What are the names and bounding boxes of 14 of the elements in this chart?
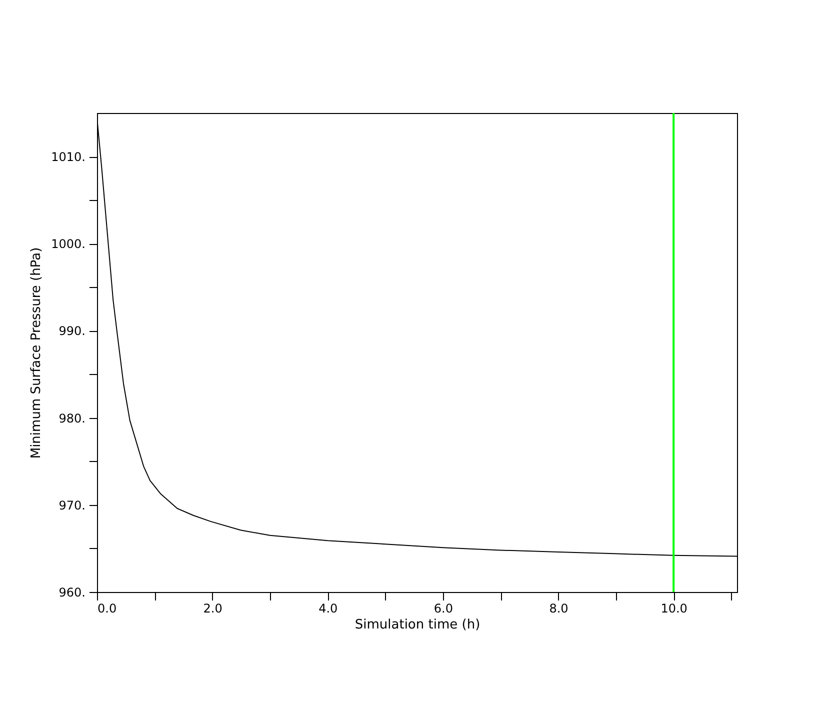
y-tick-label: 980. bbox=[58, 411, 86, 426]
x-tick-label: 2.0 bbox=[203, 602, 222, 616]
y-tick-label: 960. bbox=[58, 586, 86, 600]
x-tick-label: 4.0 bbox=[318, 602, 338, 616]
y-tick-label: 1000. bbox=[51, 237, 86, 252]
x-tick-label: 8.0 bbox=[549, 602, 568, 616]
y-tick-label: 990. bbox=[58, 324, 86, 338]
x-tick-label: 0.0 bbox=[98, 602, 117, 616]
y-axis-title: Minimum Surface Pressure (hPa) bbox=[29, 247, 44, 459]
x-tick-label: 10.0 bbox=[660, 602, 688, 616]
x-axis-title: Simulation time (h) bbox=[354, 618, 480, 632]
y-tick-label: 1010. bbox=[51, 150, 86, 164]
x-tick-label: 6.0 bbox=[434, 602, 453, 616]
y-tick-label: 970. bbox=[58, 498, 86, 512]
